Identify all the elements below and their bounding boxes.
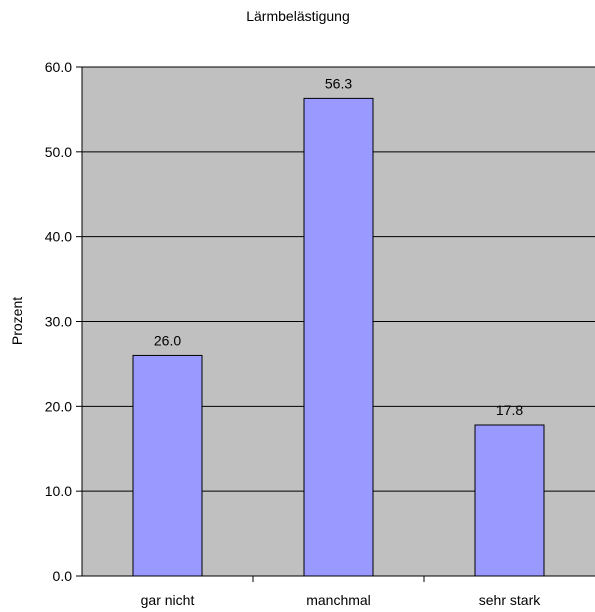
bar: [303, 97, 374, 577]
x-ticks: gar nicht manchmal sehr stark: [141, 576, 541, 608]
y-axis-label: Prozent: [9, 297, 25, 345]
y-tick-label: 0.0: [53, 568, 73, 584]
bar: [132, 354, 203, 577]
bar-value-label: 56.3: [325, 75, 352, 91]
y-tick-label: 40.0: [45, 229, 72, 245]
y-tick-label: 50.0: [45, 144, 72, 160]
y-tick-label: 20.0: [45, 398, 72, 414]
bars: [132, 97, 545, 577]
y-tick-label: 60.0: [45, 59, 72, 75]
y-ticks: 0.0 10.0 20.0 30.0 40.0 50.0 60.0: [45, 59, 82, 584]
bar-value-label: 26.0: [154, 332, 181, 348]
y-tick-label: 10.0: [45, 483, 72, 499]
y-tick-label: 30.0: [45, 314, 72, 330]
x-tick-label: sehr stark: [479, 592, 541, 608]
chart-title: Lärmbelästigung: [246, 8, 350, 24]
x-tick-label: manchmal: [306, 592, 371, 608]
bar: [474, 424, 545, 577]
x-tick-label: gar nicht: [141, 592, 195, 608]
value-labels: 26.0 56.3 17.8: [154, 75, 523, 418]
bar-value-label: 17.8: [496, 402, 523, 418]
